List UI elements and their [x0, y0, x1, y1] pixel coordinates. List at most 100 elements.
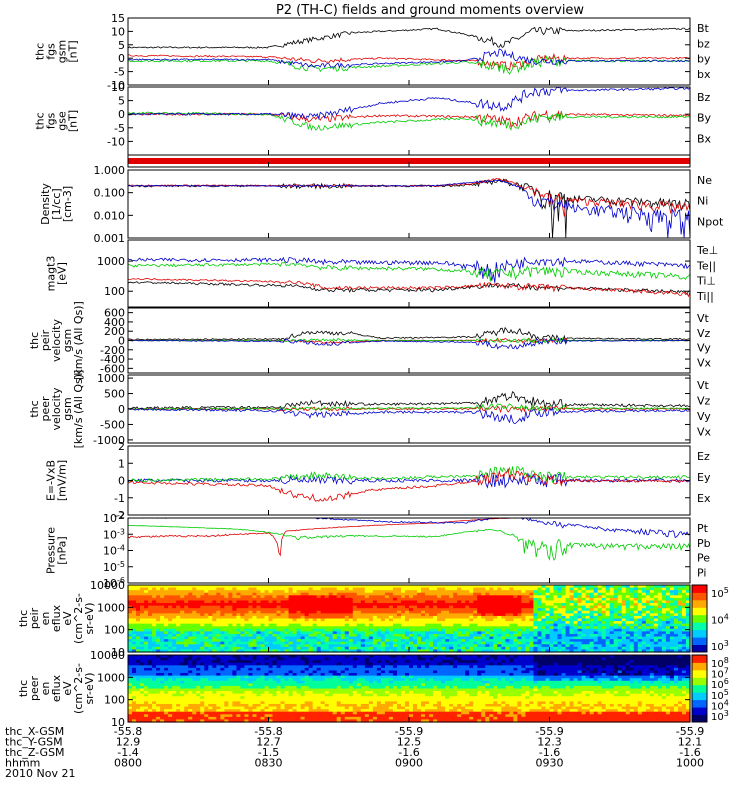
spectrogram-cell: [457, 626, 462, 630]
spectrogram-cell: [216, 626, 221, 630]
spectrogram-cell: [380, 621, 386, 625]
spectrogram-cell: [312, 585, 318, 589]
spectrogram-cell: [400, 621, 406, 625]
spectrogram-cell: [348, 639, 354, 643]
spectrogram-cell: [252, 600, 258, 604]
spectrogram-cell: [633, 636, 639, 640]
legend-entry: Vx: [697, 356, 712, 369]
spectrogram-cell: [348, 618, 354, 622]
spectrogram-cell: [649, 628, 655, 632]
spectrogram-cell: [308, 610, 314, 614]
spectrogram-cell: [232, 683, 237, 687]
spectrogram-cell: [633, 613, 639, 617]
spectrogram-cell: [308, 636, 314, 640]
spectrogram-cell: [392, 636, 398, 640]
spectrogram-cell: [517, 618, 522, 622]
spectrogram-cell: [509, 597, 514, 602]
spectrogram-cell: [617, 585, 623, 589]
spectrogram-cell: [184, 646, 189, 651]
spectrogram-cell: [425, 641, 430, 645]
spectrogram-cell: [132, 667, 137, 672]
spectrogram-cell: [268, 641, 274, 645]
spectrogram-cell: [280, 592, 286, 596]
spectrogram-cell: [176, 691, 181, 695]
spectrogram-cell: [356, 621, 362, 625]
spectrogram-cell: [525, 585, 531, 589]
spectrogram-cell: [461, 621, 466, 625]
spectrogram-cell: [577, 608, 583, 612]
spectrogram-cell: [661, 618, 667, 622]
spectrogram-cell: [445, 610, 450, 614]
spectrogram-cell: [489, 641, 494, 645]
spectrogram-cell: [196, 660, 201, 664]
spectrogram-cell: [657, 636, 663, 640]
spectrogram-cell: [192, 621, 197, 625]
spectrogram-cell: [292, 605, 298, 609]
spectrogram-cell: [653, 631, 659, 635]
spectrogram-cell: [372, 626, 378, 630]
spectrogram-cell: [288, 655, 294, 659]
spectrogram-cell: [172, 621, 177, 625]
spectrogram-cell: [188, 610, 193, 614]
spectrogram-cell: [132, 646, 137, 651]
spectrogram-cell: [481, 628, 486, 632]
spectrogram-cell: [589, 633, 595, 638]
spectrogram-cell: [276, 685, 282, 690]
spectrogram-cell: [148, 623, 153, 627]
spectrogram-cell: [204, 636, 209, 640]
spectrogram-cell: [240, 655, 246, 659]
spectrogram-cell: [529, 615, 535, 620]
spectrogram-cell: [280, 615, 286, 620]
spectrogram-cell: [184, 688, 189, 692]
spectrogram-cell: [240, 603, 246, 607]
spectrogram-cell: [425, 639, 430, 643]
spectrogram-cell: [192, 595, 197, 599]
spectrogram-cell: [529, 605, 535, 609]
spectrogram-cell: [324, 608, 330, 612]
spectrogram-cell: [252, 683, 258, 687]
spectrogram-cell: [565, 623, 571, 627]
spectrogram-cell: [605, 595, 611, 599]
spectrogram-cell: [244, 667, 250, 672]
spectrogram-cell: [372, 641, 378, 645]
spectrogram-cell: [437, 631, 442, 635]
spectrogram-cell: [264, 603, 270, 607]
spectrogram-cell: [609, 649, 615, 653]
spectrogram-cell: [372, 649, 378, 653]
spectrogram-cell: [425, 603, 430, 607]
spectrogram-cell: [264, 667, 270, 672]
spectrogram-cell: [252, 665, 258, 669]
spectrogram-cell: [132, 615, 137, 620]
spectrogram-cell: [637, 603, 643, 607]
spectrogram-cell: [449, 587, 454, 591]
spectrogram-cell: [380, 613, 386, 617]
spectrogram-cell: [376, 649, 382, 653]
spectrogram-cell: [176, 680, 181, 684]
spectrogram-cell: [625, 605, 631, 609]
spectrogram-cell: [505, 626, 510, 630]
spectrogram-cell: [244, 706, 250, 710]
spectrogram-cell: [629, 603, 635, 607]
spectrogram-cell: [132, 683, 137, 687]
spectrogram-cell: [457, 618, 462, 622]
spectrogram-cell: [665, 590, 671, 594]
spectrogram-cell: [164, 714, 169, 718]
spectrogram-cell: [312, 621, 318, 625]
spectrogram-cell: [441, 621, 446, 625]
spectrogram-cell: [380, 597, 386, 602]
spectrogram-cell: [288, 691, 294, 695]
spectrogram-cell: [284, 719, 290, 723]
spectrogram-cell: [557, 608, 563, 612]
y-tick-label: 10: [111, 646, 125, 659]
spectrogram-cell: [184, 665, 189, 669]
spectrogram-cell: [184, 631, 189, 635]
spectrogram-cell: [196, 644, 201, 648]
spectrogram-cell: [569, 597, 575, 602]
spectrogram-cell: [449, 603, 454, 607]
spectrogram-cell: [312, 615, 318, 620]
spectrogram-cell: [148, 592, 153, 596]
spectrogram-cell: [272, 628, 278, 632]
spectrogram-cell: [148, 693, 153, 697]
spectrogram-cell: [144, 696, 149, 700]
spectrogram-cell: [212, 716, 217, 721]
